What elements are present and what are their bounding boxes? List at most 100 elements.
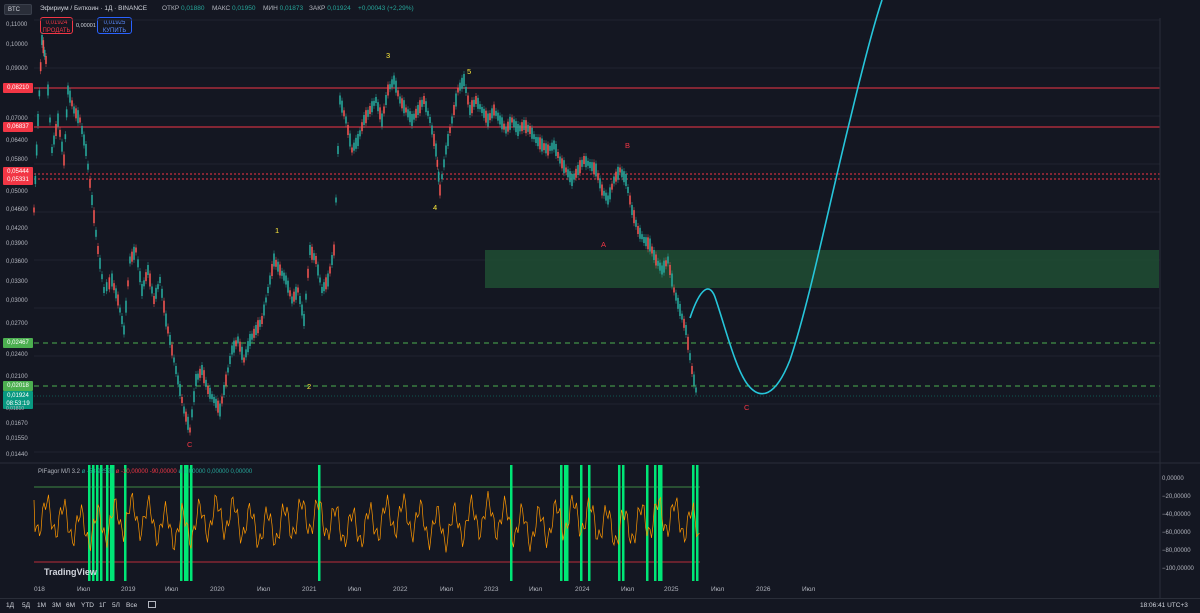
- time-tick: Июл: [802, 586, 816, 593]
- candle-body: [51, 147, 53, 153]
- timeframe-1y[interactable]: 1Г: [99, 602, 107, 609]
- candle-body: [173, 357, 175, 363]
- wave-label-4[interactable]: 4: [433, 203, 438, 212]
- candle-body: [343, 110, 345, 117]
- candle-body: [155, 287, 157, 299]
- wave-label-c-target[interactable]: C: [744, 403, 750, 412]
- ohlc-close-value: 0,01924: [327, 5, 351, 12]
- candle-body: [277, 261, 279, 272]
- wave-label-1[interactable]: 1: [275, 226, 280, 235]
- candle-body: [539, 137, 541, 150]
- candle-body: [673, 287, 675, 293]
- buy-button[interactable]: 0,01925 КУПИТЬ: [97, 17, 132, 34]
- price-tick: 0,02100: [6, 374, 28, 380]
- candle-body: [649, 238, 651, 252]
- candle-body: [87, 163, 89, 170]
- wave-label-2[interactable]: 2: [307, 382, 312, 391]
- candle-body: [607, 195, 609, 205]
- signal-bar: [622, 465, 625, 581]
- candle-body: [423, 96, 425, 104]
- candle-body: [95, 229, 97, 237]
- ohlc-close-key: ЗАКР: [309, 5, 326, 12]
- candle-body: [595, 163, 597, 177]
- candle-body: [42, 40, 45, 54]
- demand-zone[interactable]: [485, 250, 1159, 288]
- candle-body: [511, 117, 513, 123]
- indicator-legend[interactable]: PIFagor МЛ 3.2 ø -53,92528 ø -10,00000 -…: [38, 469, 253, 475]
- candle-body: [315, 256, 317, 264]
- timeframe-5d[interactable]: 5Д: [22, 602, 31, 609]
- candle-body: [635, 219, 637, 227]
- candle-body: [153, 296, 155, 304]
- candle-body: [491, 108, 493, 119]
- candle-body: [163, 300, 165, 313]
- candle-body: [291, 296, 293, 304]
- time-tick: 2021: [302, 586, 317, 593]
- candle-body: [443, 159, 445, 168]
- timeframe-1d[interactable]: 1Д: [6, 602, 15, 609]
- timeframe-6m[interactable]: 6М: [66, 602, 76, 609]
- candle-body: [571, 174, 573, 186]
- candle-body: [299, 296, 301, 304]
- wave-label-5[interactable]: 5: [467, 67, 472, 76]
- candle-body: [381, 113, 383, 127]
- candle-body: [211, 394, 213, 400]
- chart-title[interactable]: Эфириум / Биткоин · 1Д · BINANCE: [40, 5, 148, 12]
- timeframe-all[interactable]: Все: [126, 602, 138, 609]
- candle-body: [515, 121, 517, 133]
- wave-label-3[interactable]: 3: [386, 51, 391, 60]
- tradingview-logo[interactable]: TradingView: [44, 567, 97, 577]
- candle-body: [113, 283, 115, 291]
- candle-body: [601, 184, 603, 196]
- signal-bar: [100, 465, 103, 581]
- candle-body: [551, 142, 553, 151]
- candle-body: [177, 375, 179, 385]
- candle-body: [579, 160, 581, 174]
- projection-curve[interactable]: [689, 0, 883, 395]
- date-range-icon[interactable]: [148, 601, 156, 608]
- candle-body: [233, 340, 235, 353]
- candle-body: [77, 110, 79, 124]
- candle-body: [125, 300, 127, 313]
- candle-body: [85, 144, 87, 156]
- candle-body: [471, 100, 473, 114]
- wave-label-c-2019[interactable]: C: [187, 440, 193, 449]
- candle-body: [389, 84, 391, 90]
- candle-body: [691, 366, 693, 374]
- candle-body: [89, 178, 91, 188]
- candle-body: [267, 287, 269, 293]
- wave-label-a[interactable]: A: [601, 240, 607, 249]
- timeframe-5y[interactable]: 5Л: [112, 602, 120, 609]
- candle-body: [371, 101, 373, 113]
- signal-bar: [96, 465, 99, 581]
- candle-body: [633, 210, 635, 224]
- symbol-selector[interactable]: BTC: [4, 4, 32, 15]
- timeframe-3m[interactable]: 3М: [52, 602, 62, 609]
- resistance-price-tag: 0,08210: [3, 83, 33, 93]
- chart-header: BTC Эфириум / Биткоин · 1Д · BINANCE ОТК…: [0, 0, 1200, 18]
- wave-label-b[interactable]: B: [625, 141, 631, 150]
- candle-body: [657, 260, 659, 266]
- price-tick: 0,01670: [6, 421, 28, 427]
- sell-button[interactable]: 0,01924 ПРОДАТЬ: [40, 17, 73, 34]
- candle-body: [115, 288, 117, 299]
- candle-body: [285, 275, 287, 285]
- candle-body: [351, 147, 353, 153]
- candle-body: [385, 95, 387, 105]
- timeframe-1m[interactable]: 1М: [37, 602, 47, 609]
- candle-body: [547, 144, 549, 156]
- candle-body: [145, 272, 147, 282]
- candle-body: [157, 284, 159, 290]
- candle-body: [449, 127, 451, 133]
- candle-body: [677, 297, 679, 309]
- signal-bar: [618, 465, 621, 581]
- price-tick: 0,02400: [6, 352, 28, 358]
- candle-body: [345, 116, 347, 124]
- timeframe-ytd[interactable]: YTD: [81, 602, 94, 609]
- clock[interactable]: 18:06:41 UTC+3: [1140, 602, 1188, 609]
- ohlc-change: +0,00043 (+2,29%): [358, 5, 414, 12]
- candle-body: [647, 237, 649, 250]
- ohlc-high: МАКС 0,01950: [212, 5, 255, 12]
- candle-body: [39, 62, 42, 72]
